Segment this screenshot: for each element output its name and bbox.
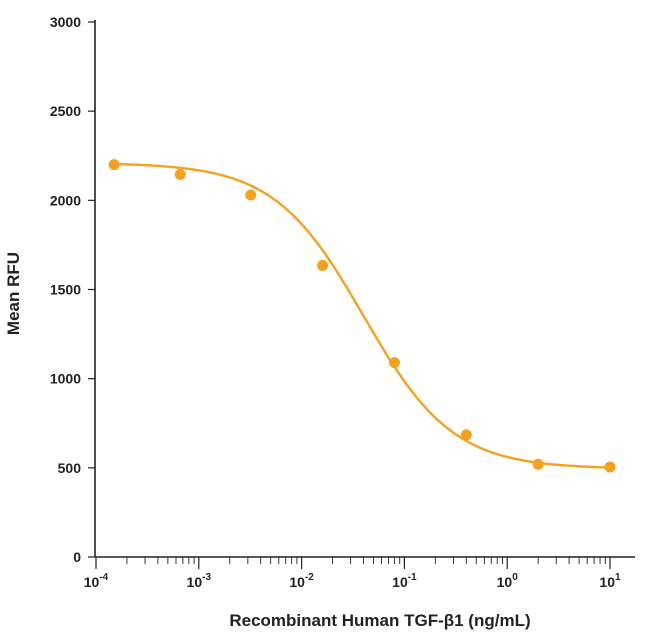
data-point <box>532 458 544 470</box>
y-axis-title: Mean RFU <box>4 252 23 335</box>
data-point <box>108 159 120 171</box>
data-point <box>174 168 186 180</box>
y-tick-label: 3000 <box>50 14 81 30</box>
y-tick-label: 0 <box>73 549 81 565</box>
data-point <box>317 259 329 271</box>
y-axis-ticks: 0 500 1000 1500 2000 2500 3000 <box>50 14 95 565</box>
data-point <box>460 429 472 441</box>
y-tick-label: 1500 <box>50 282 81 298</box>
data-point <box>388 357 400 369</box>
y-tick-label: 500 <box>58 460 82 476</box>
x-tick-label: 101 <box>599 572 621 590</box>
data-points <box>108 159 616 473</box>
data-point <box>245 189 257 201</box>
x-axis-title: Recombinant Human TGF-β1 (ng/mL) <box>229 611 530 630</box>
data-point <box>604 461 616 473</box>
x-tick-label: 10-3 <box>187 572 212 590</box>
axes <box>94 20 635 558</box>
x-tick-label: 10-2 <box>289 572 314 590</box>
x-axis-ticks: 10-4 10-3 10-2 10-1 100 101 <box>84 557 621 590</box>
x-axis-minor-ticks <box>126 557 606 564</box>
x-tick-label: 10-1 <box>392 572 417 590</box>
fit-curve <box>114 162 611 469</box>
y-tick-label: 2000 <box>50 192 81 208</box>
x-tick-label: 10-4 <box>84 572 109 590</box>
y-tick-label: 1000 <box>50 371 81 387</box>
x-tick-label: 100 <box>497 572 519 590</box>
y-tick-label: 2500 <box>50 103 81 119</box>
